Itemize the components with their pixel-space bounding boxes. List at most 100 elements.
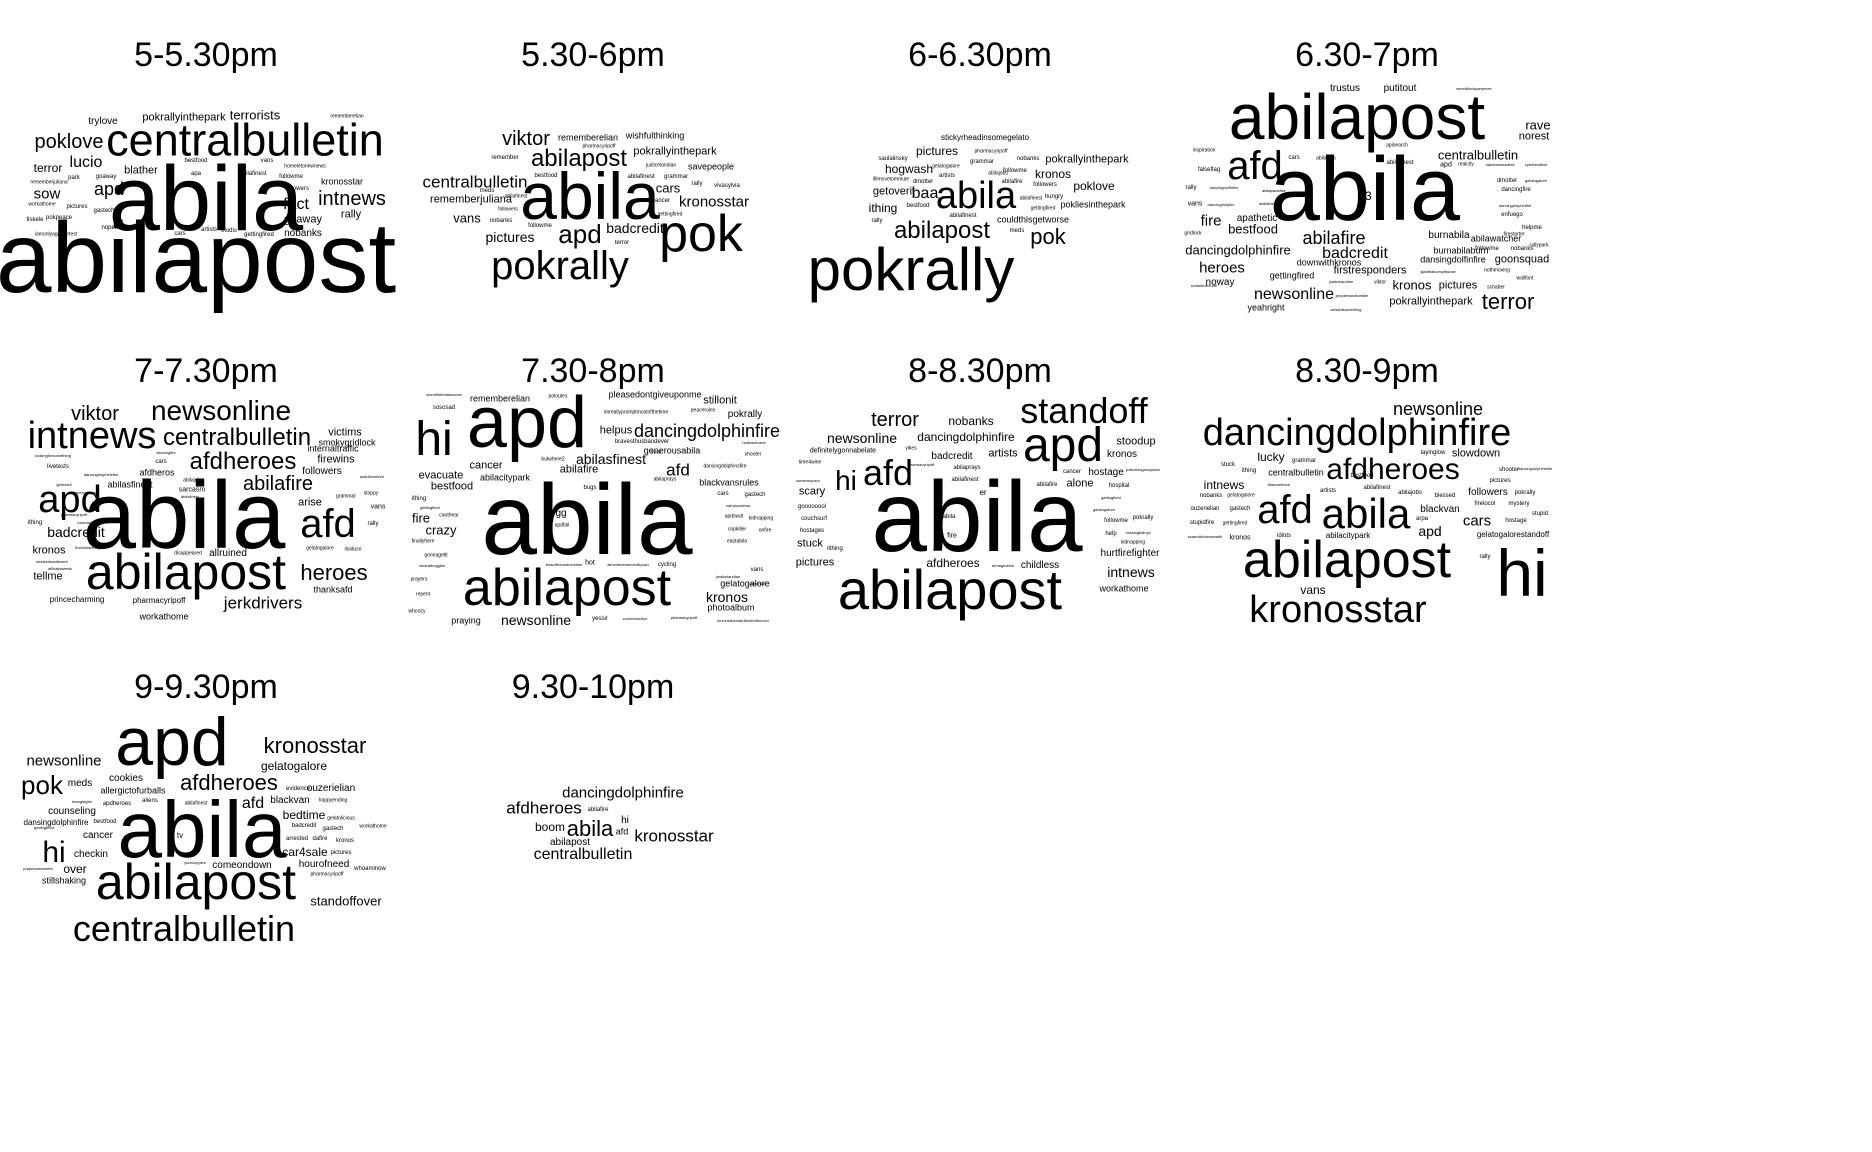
cloud-word: elodis [221,228,237,234]
cloud-word: terror [871,409,919,431]
wordcloud-panel: 6.30-7pm abila abilapost afd terror abilafire… [1172,0,1562,316]
cloud-word: nobanks [1199,493,1223,499]
cloud-word: helpme [1522,225,1542,231]
cloud-word: stoodup [1116,435,1156,448]
cloud-word: workathome [139,611,189,622]
cloud-word: enfuego [1501,212,1523,218]
cloud-word: blather [124,164,158,177]
cloud-word: kronosstar [678,193,750,211]
cloud-word: apd [1440,161,1452,169]
cloud-word: gettingfired [244,232,274,238]
cloud-word: abila [566,816,614,841]
cloud-word: abila [935,175,1017,217]
cloud-word: burnabila [1428,230,1470,241]
cloud-word: abilafire [587,807,609,813]
wordcloud-panel: 6-6.30pm pokrally abila abilapost pok baa pict… [785,0,1175,316]
cloud-word: bravesthusbandever [614,439,670,445]
cloud-word: disappeared [174,550,202,557]
cloud-word: rally [367,521,379,527]
cloud-word: pictures [66,204,88,210]
cloud-word: workathome [1099,583,1149,594]
cloud-word: afd [300,502,356,546]
cloud-word: schaber [1487,284,1505,291]
cloud-word: grammar [969,159,995,165]
cloud-word: pharmacyripoff [60,512,88,517]
cloud-word: pokrally [491,244,629,288]
cloud-word: pictures [1438,279,1478,292]
cloud-word: followme [1104,518,1128,524]
cloud-word: pictures [485,229,535,245]
cloud-word: partofmail [748,581,766,586]
cloud-word: ithing [411,496,427,502]
cloud-word: crazy [425,522,457,538]
cloud-word: sarcasm [178,486,206,494]
cloud-word: thanksafd [313,584,353,595]
cloud-word: fact [283,196,309,213]
cloud-word: firestarter [1503,231,1525,238]
cloud-word: savepeople [687,161,735,172]
cloud-word: centralbulletin [162,424,312,451]
cloud-word: wallfont [1516,275,1534,282]
cloud-word: abilafire [1001,179,1023,185]
cloud-word: afdheroes [506,798,582,818]
cloud-word: pictures [330,850,352,856]
cloud-word: newsonline [1392,399,1484,419]
cloud-word: apd [115,704,229,780]
cloud-word: abilapost [1242,531,1452,589]
cloud-word: fire [411,510,431,526]
cloud-word: dancingdolphinfire [1202,412,1512,454]
cloud-word: wewintsomething [1330,307,1362,312]
cloud-word: rallypark [1529,242,1549,249]
cloud-word: missingkidnys [1125,530,1151,535]
cloud-word: bestfood [534,173,558,179]
cloud-word: kronos [705,589,749,605]
cloud-word: stupidfire [1189,520,1215,526]
cloud-word: arpa [1415,516,1429,522]
cloud-word: hi [42,836,66,869]
cloud-word: bestfood [184,158,208,164]
cloud-word: sow [33,185,61,203]
cloud-word: smokygridlock [318,437,376,448]
cloud-word: pokrally [807,236,1015,303]
cloud-word: kronosstar [263,733,367,758]
cloud-word: mystery [1508,501,1530,507]
cloud-word: abilacitypark [1325,531,1371,540]
wordcloud-panel: 7.30-8pm abila apd abilapost hi dancingdolphi… [398,316,788,632]
cloud-word: abilapost [85,544,287,600]
cloud-word: cars [1462,512,1492,530]
cloud-word: ouzerielian [306,783,356,794]
cloud-word: kronos [32,544,66,557]
cloud-word: justicelandian [1328,279,1354,284]
cloud-word: rememberjuliana [430,193,512,206]
cloud-word: pokrally [727,409,763,420]
cloud-word: apd [93,179,125,199]
cloud-word: schadenfreude [1190,283,1218,288]
cloud-word: dancingdolphin [71,490,99,495]
cloud-word: covemeaction [622,616,648,621]
cloud-word: rememberelian [557,132,619,143]
cloud-word: abilafinest [1019,195,1043,202]
cloud-word: gelatogalore [1524,178,1548,183]
cloud-word: notblackvans [742,440,766,445]
cloud-word: afd [666,460,690,480]
cloud-word: cars [655,180,681,196]
cloud-word: apd [558,219,602,249]
cloud-word: fire [947,532,957,540]
cloud-word: blackvan [270,795,310,806]
cloud-word: abilafinest [951,477,979,483]
cloud-word: worstblockpartyever [1456,86,1492,91]
cloud-word: rememberelian [469,393,531,404]
cloud-word: goooooool [797,504,827,510]
cloud-word: park [68,175,80,181]
cloud-word: arise [298,496,322,509]
cloud-word: bestfood [93,819,117,825]
cloud-word: pictures [1489,478,1511,484]
cloud-word: workathome [359,823,387,830]
cloud-word: gg [555,508,567,519]
cloud-word: realcity [1458,161,1474,168]
cloud-word: kronos [1392,277,1432,293]
cloud-word: justicelandian [715,574,741,579]
cloud-word: gettingfired [657,211,683,218]
cloud-word: pok [1030,224,1066,249]
cloud-word: hogwash [884,162,934,176]
